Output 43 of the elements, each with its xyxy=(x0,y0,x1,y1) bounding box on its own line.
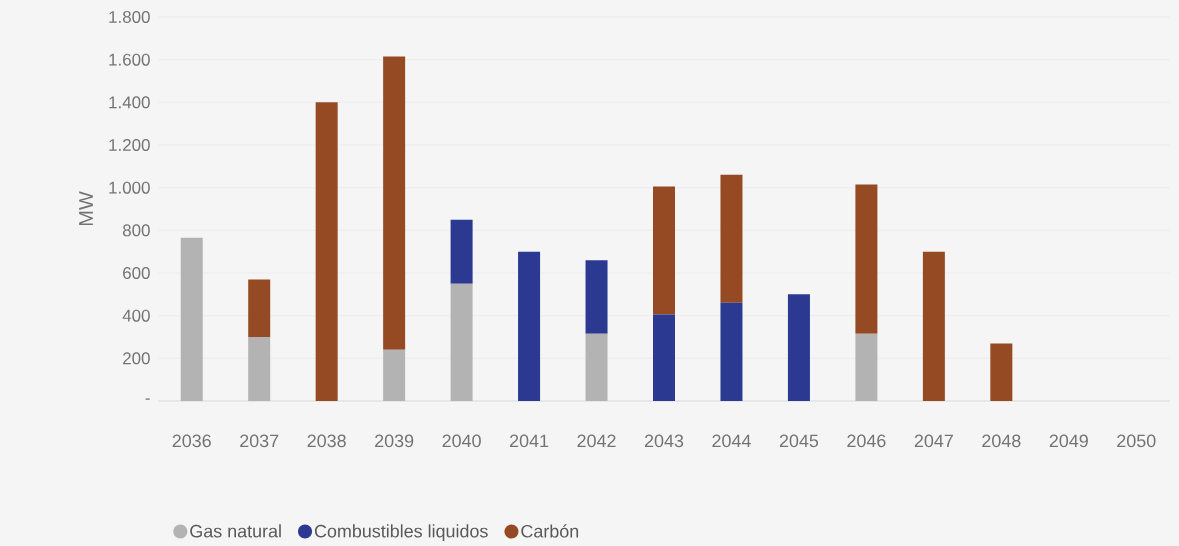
x-tick-label: 2045 xyxy=(779,434,819,448)
y-axis-title: MW xyxy=(79,191,93,226)
legend-label: Gas natural xyxy=(190,524,281,538)
x-tick-label: 2040 xyxy=(442,434,481,448)
bar xyxy=(518,251,541,401)
bar xyxy=(855,184,878,334)
y-tick-label: 1.200 xyxy=(109,139,150,151)
bar xyxy=(720,302,743,401)
y-tick-label: 800 xyxy=(122,224,150,237)
x-tick-label: 2050 xyxy=(1117,434,1156,448)
x-tick-label: 2038 xyxy=(307,434,346,448)
x-tick-label: 2039 xyxy=(375,434,414,448)
x-tick-label: 2037 xyxy=(240,434,279,448)
y-tick-label: 600 xyxy=(123,267,150,279)
x-tick-label: 2036 xyxy=(172,434,211,448)
legend-label: Carbón xyxy=(521,524,579,538)
bar xyxy=(248,279,271,337)
bar xyxy=(315,102,338,401)
bar xyxy=(922,251,945,401)
bar xyxy=(450,219,473,284)
x-tick-label: 2046 xyxy=(847,434,886,448)
bar xyxy=(720,174,743,303)
x-tick-label: 2041 xyxy=(510,434,549,448)
x-tick-label: 2048 xyxy=(982,434,1021,448)
y-tick-label: 1.000 xyxy=(109,181,150,194)
bar xyxy=(653,314,675,401)
y-tick-label: 1.800 xyxy=(109,11,150,23)
bar xyxy=(653,186,675,315)
y-tick-label: - xyxy=(145,398,150,400)
y-tick-label: 400 xyxy=(122,309,150,322)
y-tick-label: 1.400 xyxy=(109,96,150,109)
bar xyxy=(383,56,406,350)
x-tick-label: 2049 xyxy=(1049,434,1088,448)
x-tick-label: 2044 xyxy=(712,434,751,448)
x-tick-label: 2043 xyxy=(644,434,684,448)
bar xyxy=(990,343,1013,401)
y-tick-label: 200 xyxy=(123,352,150,365)
bar xyxy=(787,294,810,401)
x-tick-label: 2047 xyxy=(914,434,953,448)
bar xyxy=(585,260,608,334)
legend-label: Combustibles liquidos xyxy=(314,524,488,542)
y-tick-label: 1.600 xyxy=(109,53,150,66)
x-tick-label: 2042 xyxy=(577,434,616,448)
